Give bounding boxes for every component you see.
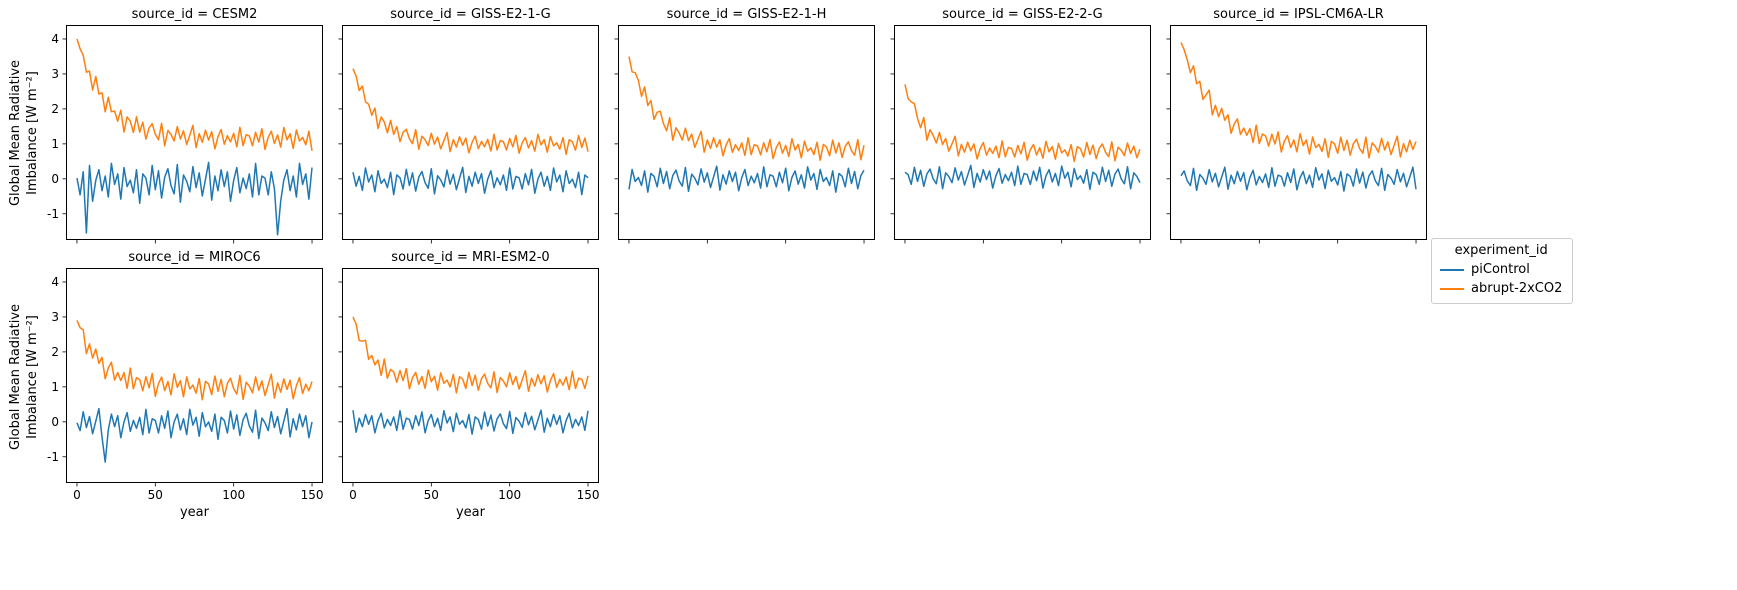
facet-plot (338, 25, 599, 244)
legend-label: piControl (1471, 262, 1530, 277)
facet-miroc6: source_id = MIROC6 0 50 100 150 -1 0 1 2 3 4 year (47, 247, 323, 520)
y-axis-label-row2: Global Mean Radiative Imbalance [W m⁻²] (7, 304, 41, 450)
svg-text:50: 50 (148, 488, 163, 502)
svg-text:1: 1 (51, 380, 59, 394)
facet-row-top: source_id = CESM2 -1 0 1 2 3 4 source_id = GI… (47, 4, 1427, 244)
facet-title: source_id = GISS-E2-1-H (666, 7, 827, 22)
svg-text:1: 1 (51, 137, 59, 151)
svg-text:150: 150 (577, 488, 600, 502)
svg-text:4: 4 (51, 275, 59, 289)
facet-plot (614, 25, 875, 244)
legend: experiment_id piControl abrupt-2xCO2 (1431, 238, 1574, 304)
svg-text:0: 0 (73, 488, 81, 502)
svg-text:4: 4 (51, 32, 59, 46)
facet-mri-esm2-0: source_id = MRI-ESM2-0 0 50 100 150 year (338, 247, 599, 520)
facet-title: source_id = GISS-E2-2-G (942, 7, 1103, 22)
svg-text:year: year (180, 505, 210, 520)
y-axis-label-line1: Global Mean Radiative (8, 59, 23, 207)
facet-row-bottom: source_id = MIROC6 0 50 100 150 -1 0 1 2 3 4 year … (47, 247, 599, 520)
svg-text:100: 100 (222, 488, 245, 502)
y-axis-label-line2: Imbalance [W m⁻²] (25, 71, 40, 195)
svg-text:2: 2 (51, 102, 59, 116)
svg-text:-1: -1 (47, 207, 59, 221)
svg-text:50: 50 (424, 488, 439, 502)
facet-plot (890, 25, 1151, 244)
legend-line-sample-picontrol (1440, 268, 1464, 271)
facet-title: source_id = MIROC6 (128, 250, 261, 265)
facet-plot: 0 50 100 150 -1 0 1 2 3 4 year (47, 268, 323, 520)
facet-plot: -1 0 1 2 3 4 (47, 25, 323, 244)
legend-line-sample-abrupt-2xco2 (1440, 287, 1464, 290)
facet-ipsl-cm6a-lr: source_id = IPSL-CM6A-LR (1166, 4, 1427, 244)
facet-title: source_id = IPSL-CM6A-LR (1213, 7, 1384, 22)
svg-text:3: 3 (51, 67, 59, 81)
svg-text:0: 0 (51, 415, 59, 429)
svg-text:0: 0 (349, 488, 357, 502)
y-axis-label-line1: Global Mean Radiative (8, 303, 23, 451)
facet-title: source_id = MRI-ESM2-0 (391, 250, 550, 265)
facet-giss-e2-1-h: source_id = GISS-E2-1-H (614, 4, 875, 244)
facet-plot (1166, 25, 1427, 244)
y-axis-label-line2: Imbalance [W m⁻²] (25, 315, 40, 439)
facet-giss-e2-1-g: source_id = GISS-E2-1-G (338, 4, 599, 244)
svg-text:3: 3 (51, 310, 59, 324)
legend-label: abrupt-2xCO2 (1471, 281, 1563, 296)
svg-text:year: year (456, 505, 486, 520)
y-axis-label-row1: Global Mean Radiative Imbalance [W m⁻²] (7, 60, 41, 206)
facet-title: source_id = CESM2 (131, 7, 258, 22)
svg-text:150: 150 (301, 488, 324, 502)
svg-text:-1: -1 (47, 450, 59, 464)
legend-entry-picontrol: piControl (1440, 262, 1562, 277)
svg-text:0: 0 (51, 172, 59, 186)
legend-title: experiment_id (1454, 243, 1548, 258)
svg-text:2: 2 (51, 345, 59, 359)
facet-giss-e2-2-g: source_id = GISS-E2-2-G (890, 4, 1151, 244)
facet-cesm2: source_id = CESM2 -1 0 1 2 3 4 (47, 4, 323, 244)
facet-plot: 0 50 100 150 year (338, 268, 599, 520)
svg-text:100: 100 (498, 488, 521, 502)
legend-entry-abrupt-2xco2: abrupt-2xCO2 (1440, 281, 1562, 296)
facet-title: source_id = GISS-E2-1-G (390, 7, 551, 22)
